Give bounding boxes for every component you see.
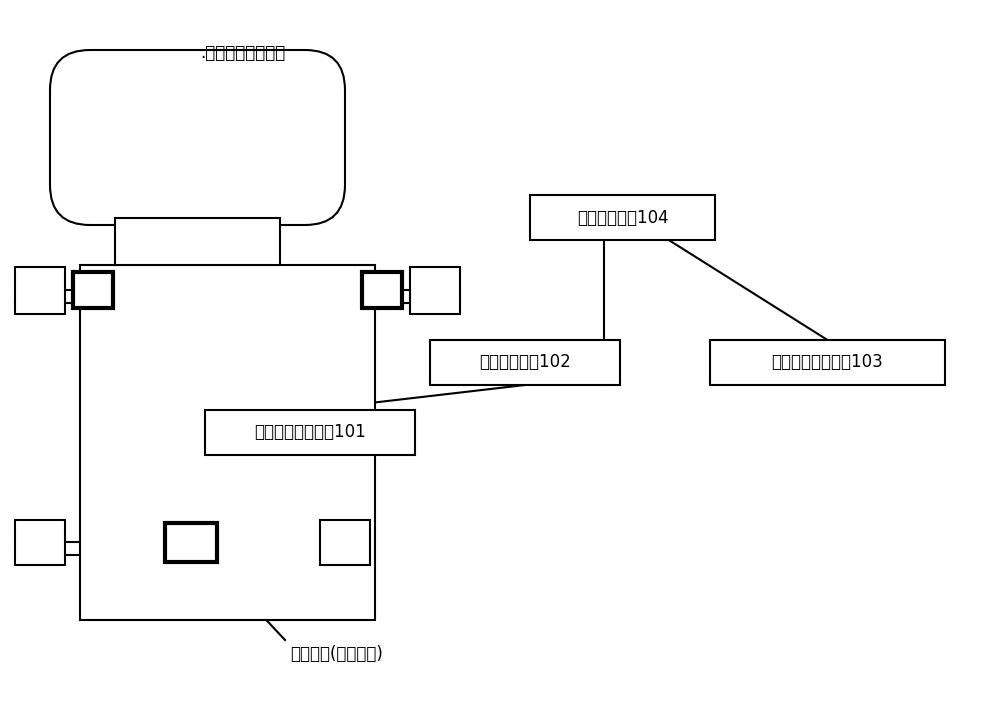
Bar [410,267,460,314]
Text: 车载卫星定位基站103: 车载卫星定位基站103 [772,354,883,372]
Bar [80,265,375,620]
Text: 其他车轴(非转向轴): 其他车轴(非转向轴) [290,645,383,663]
Bar [205,410,415,455]
Bar [115,218,280,265]
Text: 角度加速度传感器101: 角度加速度传感器101 [254,423,366,442]
Bar [165,523,217,562]
Bar [530,195,715,240]
FancyBboxPatch shape [50,50,345,225]
Text: 数据采集设备102: 数据采集设备102 [479,354,571,372]
Bar [430,340,620,385]
Bar [15,520,65,565]
Bar [710,340,945,385]
Bar [320,520,370,565]
Bar [73,272,113,308]
Bar [362,272,402,308]
Text: .前车轴（转向轴）: .前车轴（转向轴） [200,44,285,62]
Bar [15,267,65,314]
Text: 数据处理设备104: 数据处理设备104 [577,208,668,226]
